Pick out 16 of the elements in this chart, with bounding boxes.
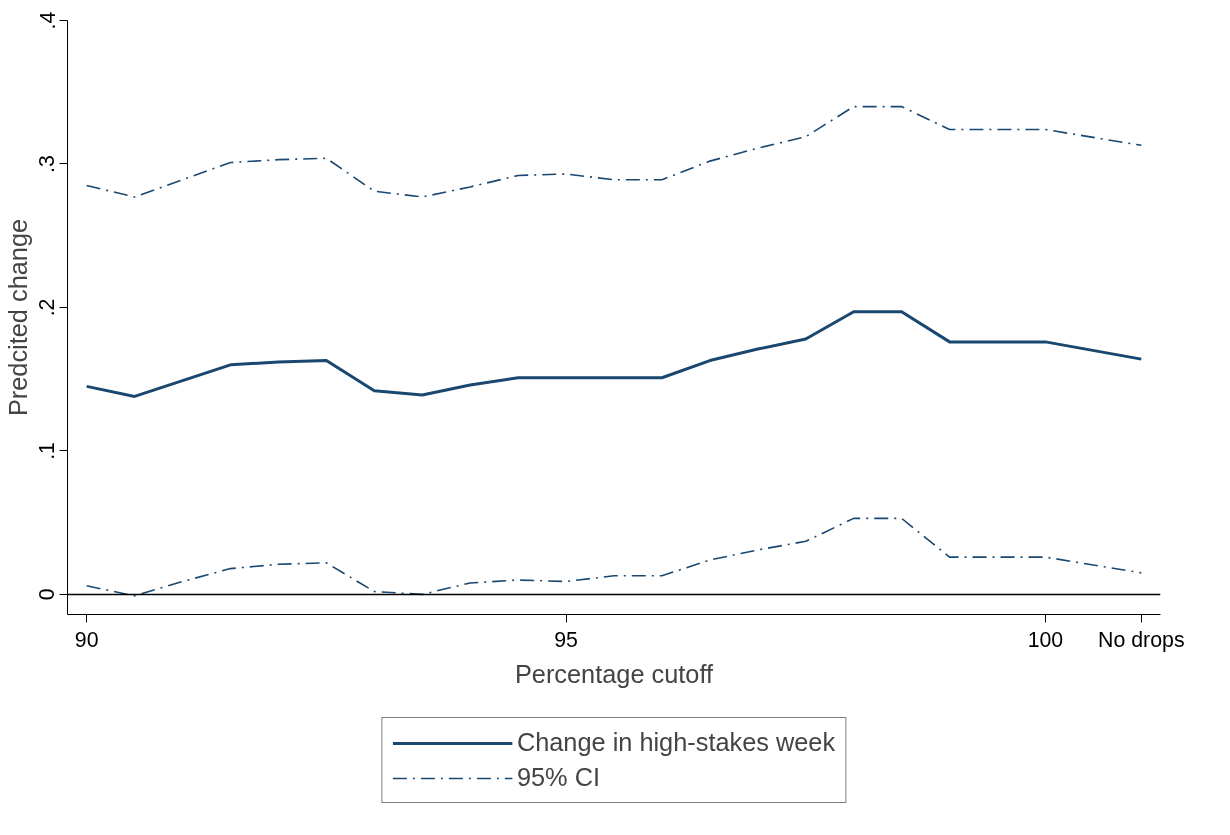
legend-label: 95% CI [516, 763, 600, 792]
x-tick-label: 90 [74, 627, 99, 652]
line-series [85, 517, 1143, 597]
line-series [85, 310, 1143, 398]
y-tick-label: .1 [35, 442, 60, 460]
x-tick-label: 100 [1027, 627, 1064, 652]
line-series [85, 105, 1143, 198]
x-axis-title: Percentage cutoff [514, 659, 714, 688]
y-tick-label: 0 [35, 588, 60, 601]
y-tick-label: .4 [35, 11, 60, 30]
y-axis-title: Predcited change [3, 218, 32, 417]
x-tick-label: No drops [1098, 627, 1185, 652]
legend-label: Change in high-stakes week [516, 728, 836, 757]
y-tick-label: .2 [35, 298, 60, 317]
y-tick-label: .3 [35, 155, 60, 173]
x-tick-label: 95 [554, 627, 578, 652]
